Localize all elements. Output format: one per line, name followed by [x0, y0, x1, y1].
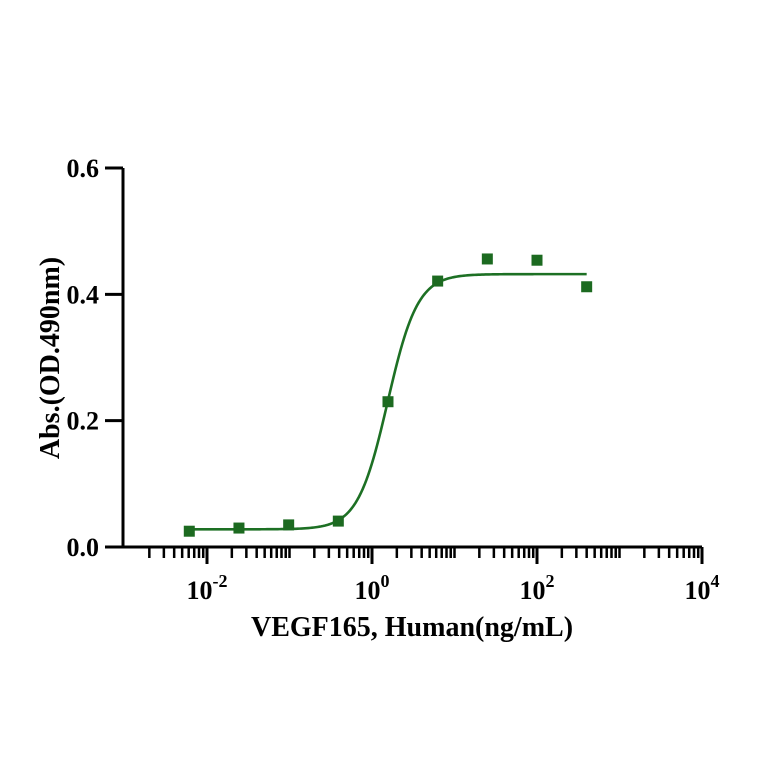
data-point-marker	[432, 275, 444, 287]
x-tick-label: 104	[685, 571, 720, 605]
data-point-marker	[382, 396, 394, 408]
data-point-marker	[183, 525, 195, 537]
data-point-marker	[332, 515, 344, 527]
data-point-marker	[233, 522, 245, 534]
data-point-marker	[481, 253, 493, 265]
x-tick-label: 100	[355, 571, 390, 605]
y-tick-label: 0.0	[67, 533, 100, 562]
x-tick-label: 102	[520, 571, 555, 605]
data-point-marker	[581, 281, 593, 293]
y-axis-title: Abs.(OD.490nm)	[35, 256, 66, 460]
data-point-marker	[283, 519, 295, 531]
y-tick-label: 0.6	[67, 154, 100, 183]
x-axis-title: VEGF165, Human(ng/mL)	[250, 612, 574, 643]
y-tick-label: 0.2	[67, 407, 100, 436]
x-tick-label: 10-2	[187, 571, 228, 605]
y-tick-label: 0.4	[67, 280, 100, 309]
data-point-marker	[531, 254, 543, 266]
